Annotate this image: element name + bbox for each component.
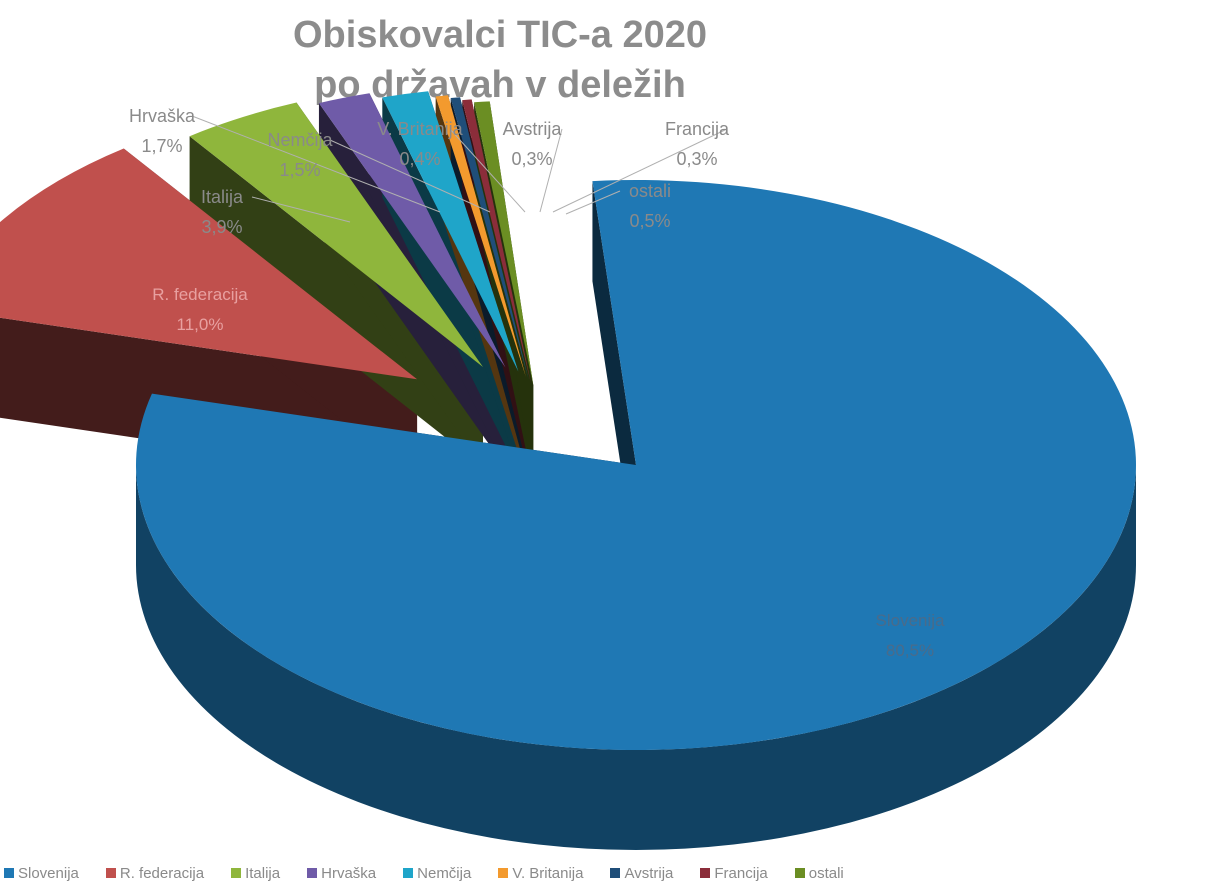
- slice-label-value-francija: 0,3%: [676, 149, 717, 169]
- leader-line-francija: [552, 128, 728, 213]
- legend-label-italija: Italija: [245, 864, 281, 882]
- legend-label-nem-ija: Nemčija: [417, 864, 472, 882]
- leader-lines: [191, 115, 728, 223]
- slice-label-value-italija: 3,9%: [201, 217, 242, 237]
- slice-label-value-v-britanija: 0,4%: [399, 149, 440, 169]
- chart-legend: Slovenija R. federacija Italija Hrvaška Nemč…: [4, 862, 1232, 884]
- legend-swatch-ostali: [794, 868, 805, 878]
- legend-swatch-nem-ija: [403, 868, 414, 878]
- leader-line-avstrija: [539, 128, 563, 213]
- slice-label-name-r-federacija: R. federacija: [152, 285, 248, 304]
- slice-label-name-francija: Francija: [665, 119, 730, 139]
- chart-title-line-1: Obiskovalci TIC-a 2020: [293, 14, 707, 56]
- legend-label-avstrija: Avstrija: [624, 864, 674, 882]
- leader-line-nem-ija: [329, 139, 491, 213]
- slice-label-name-slovenija: Slovenija: [876, 611, 946, 630]
- legend-label-hrva-ka: Hrvaška: [321, 864, 377, 882]
- slice-label-value-r-federacija: 11,0%: [177, 315, 224, 334]
- slice-label-value-hrva-ka: 1,7%: [141, 136, 182, 156]
- leader-line-italija: [251, 196, 351, 223]
- pie-tops: [0, 91, 1136, 751]
- slice-v-britanija: [435, 95, 526, 377]
- legend-item-nem-ija: Nemčija: [403, 862, 471, 884]
- slice-slovenija: [136, 180, 1136, 751]
- slice-nem-ija: [382, 91, 519, 372]
- legend-swatch-v-britanija: [498, 868, 509, 878]
- slice-r-federacija: [0, 148, 418, 380]
- slice-avstrija: [450, 97, 529, 380]
- legend-item-slovenija: Slovenija: [4, 862, 79, 884]
- slice-side-slovenija: [136, 465, 1136, 850]
- slice-label-name-italija: Italija: [201, 187, 244, 207]
- legend-item-hrva-ka: Hrvaška: [307, 862, 376, 884]
- legend-label-r-federacija: R. federacija: [119, 864, 205, 882]
- legend-swatch-r-federacija: [105, 868, 116, 878]
- legend-item-ostali: ostali: [794, 862, 844, 884]
- legend-label-v-britanija: V. Britanija: [512, 864, 584, 882]
- leader-line-hrva-ka: [191, 115, 441, 213]
- pie-chart: Slovenija 80,5% R. federacija 11,0% Italija 3…: [0, 91, 1136, 850]
- legend-swatch-francija: [700, 868, 711, 878]
- legend-swatch-avstrija: [610, 868, 621, 878]
- slice-italija: [189, 102, 483, 367]
- leader-line-ostali: [565, 190, 621, 215]
- legend-label-ostali: ostali: [808, 864, 844, 882]
- legend-swatch-hrva-ka: [307, 868, 318, 878]
- slice-label-name-nem-ija: Nemčija: [267, 130, 333, 150]
- slice-label-value-ostali: 0,5%: [629, 211, 670, 231]
- slice-label-name-v-britanija: V. Britanija: [377, 119, 463, 139]
- leader-line-v-britanija: [449, 128, 526, 213]
- slice-label-name-avstrija: Avstrija: [503, 119, 563, 139]
- chart-title-line-2: po državah v deležih: [314, 64, 686, 106]
- slice-wall-italija: [189, 136, 483, 467]
- legend-label-francija: Francija: [714, 864, 768, 882]
- slice-francija: [462, 99, 531, 383]
- legend-swatch-italija: [231, 868, 242, 878]
- slice-hrva-ka: [318, 93, 506, 368]
- legend-item-francija: Francija: [700, 862, 768, 884]
- slice-label-name-ostali: ostali: [629, 181, 671, 201]
- slice-label-value-nem-ija: 1,5%: [279, 160, 320, 180]
- legend-swatch-slovenija: [4, 868, 14, 878]
- legend-item-v-britanija: V. Britanija: [498, 862, 583, 884]
- slice-labels: Slovenija 80,5% R. federacija 11,0% Italija 3…: [129, 106, 945, 660]
- slice-label-value-slovenija: 80,5%: [886, 641, 934, 660]
- legend-item-italija: Italija: [231, 862, 280, 884]
- legend-label-slovenija: Slovenija: [18, 864, 79, 882]
- legend-item-r-federacija: R. federacija: [105, 862, 205, 884]
- legend-item-avstrija: Avstrija: [610, 862, 673, 884]
- slice-label-name-hrva-ka: Hrvaška: [129, 106, 196, 126]
- slice-label-value-avstrija: 0,3%: [511, 149, 552, 169]
